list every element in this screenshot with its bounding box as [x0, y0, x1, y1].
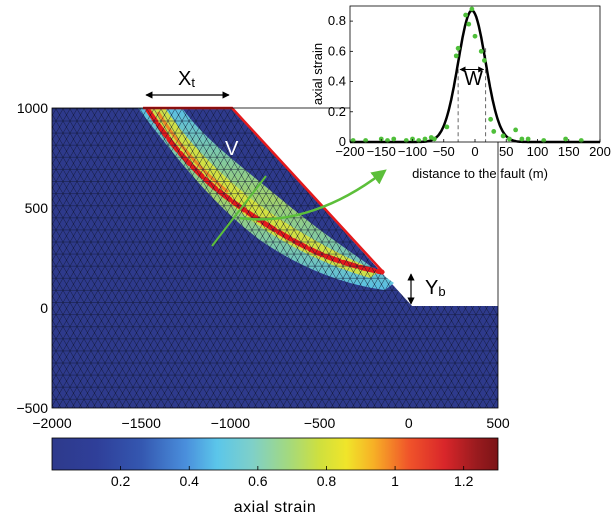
inset-x-tick-label: 100	[527, 144, 549, 159]
model-frame	[51, 107, 499, 409]
main-y-tick-label: −500	[16, 400, 48, 416]
colorbar-tick-label: 1	[391, 473, 399, 489]
inset-x-tick-label: 50	[499, 144, 513, 159]
strain-point	[455, 45, 461, 51]
strain-point	[525, 136, 531, 142]
main-x-tick-label: −500	[304, 415, 336, 431]
slope-mesh	[52, 108, 498, 408]
strain-point	[466, 21, 472, 27]
inset-x-tick-label: −100	[398, 144, 427, 159]
strain-point	[469, 6, 475, 12]
colorbar-tick-label: 0.6	[248, 473, 268, 489]
colorbar: 0.2 0.4 0.6 0.8 1 1.2 axial strain	[51, 437, 499, 516]
slope-model	[51, 106, 499, 409]
inset-y-tick-label: 0.6	[328, 43, 346, 58]
strain-point	[519, 136, 525, 142]
colorbar-ticks: 0.2 0.4 0.6 0.8 1 1.2	[111, 466, 474, 489]
strain-point	[500, 133, 506, 139]
inset-background	[350, 6, 600, 142]
yb-label: Yb	[425, 277, 446, 299]
inset-y-tick-label: 0.2	[328, 104, 346, 119]
width-label: W	[464, 68, 483, 90]
inset-y-label: axial strain	[310, 43, 325, 105]
main-y-tick-label: 500	[25, 200, 49, 216]
strain-point	[481, 58, 487, 63]
strain-point	[488, 116, 494, 122]
main-x-tick-label: −2000	[32, 415, 72, 431]
main-x-tick-label: 0	[405, 415, 413, 431]
inset-y-tick-label: 0.4	[328, 74, 346, 89]
inset-x-tick-label: 0	[471, 144, 478, 159]
colorbar-label: axial strain	[234, 499, 316, 516]
inset-x-tick-label: −50	[433, 144, 455, 159]
colorbar-tick-label: 0.8	[317, 473, 337, 489]
inset-x-label: distance to the fault (m)	[412, 166, 548, 181]
strain-point	[491, 129, 497, 134]
cross-section-line	[211, 175, 267, 247]
inset-y-tick-label: 0.8	[328, 13, 346, 28]
main-y-tick-label: 1000	[17, 100, 48, 116]
strain-point	[431, 136, 437, 142]
colorbar-scale	[51, 437, 499, 471]
colorbar-tick-label: 0.4	[179, 473, 199, 489]
strain-point	[410, 136, 415, 142]
strain-point	[378, 136, 384, 142]
inset-x-tick-label: −200	[335, 144, 364, 159]
main-x-axis: −2000 −1500 −1000 −500 0 500	[32, 415, 510, 431]
strain-point	[506, 136, 512, 142]
inset-x-tick-label: 150	[558, 144, 580, 159]
strain-point	[453, 53, 459, 59]
inset-x-axis: −200 −150 −100 −50 0 50 100 150 200	[335, 139, 611, 159]
main-y-axis: 1000 500 0 −500	[16, 100, 48, 416]
shear-band-mesh	[138, 108, 394, 290]
strain-point	[444, 124, 450, 130]
inset-x-tick-label: −150	[367, 144, 396, 159]
strain-point	[513, 127, 519, 133]
callout-arrow	[239, 169, 387, 221]
inset-x-tick-label: 200	[589, 144, 611, 159]
main-x-tick-label: 500	[486, 415, 510, 431]
strain-point	[478, 48, 484, 54]
main-x-tick-label: −1500	[122, 415, 162, 431]
strain-point	[472, 33, 478, 39]
strain-point	[422, 136, 428, 142]
inset-y-tick-label: 0	[339, 134, 346, 149]
strain-point	[391, 136, 397, 142]
strain-point	[563, 136, 569, 142]
colorbar-tick-label: 1.2	[454, 473, 474, 489]
strain-point	[463, 12, 469, 18]
v-label: V	[225, 138, 239, 160]
main-x-tick-label: −1000	[211, 415, 251, 431]
colorbar-tick-label: 0.2	[111, 473, 131, 489]
inset-y-axis: 0 0.2 0.4 0.6 0.8	[328, 13, 353, 149]
xt-label: Xt	[178, 68, 195, 90]
inset-chart: −200 −150 −100 −50 0 50 100 150 200 0 0.2 0.4 0.6 0.…	[310, 5, 611, 181]
main-y-tick-label: 0	[40, 300, 48, 316]
